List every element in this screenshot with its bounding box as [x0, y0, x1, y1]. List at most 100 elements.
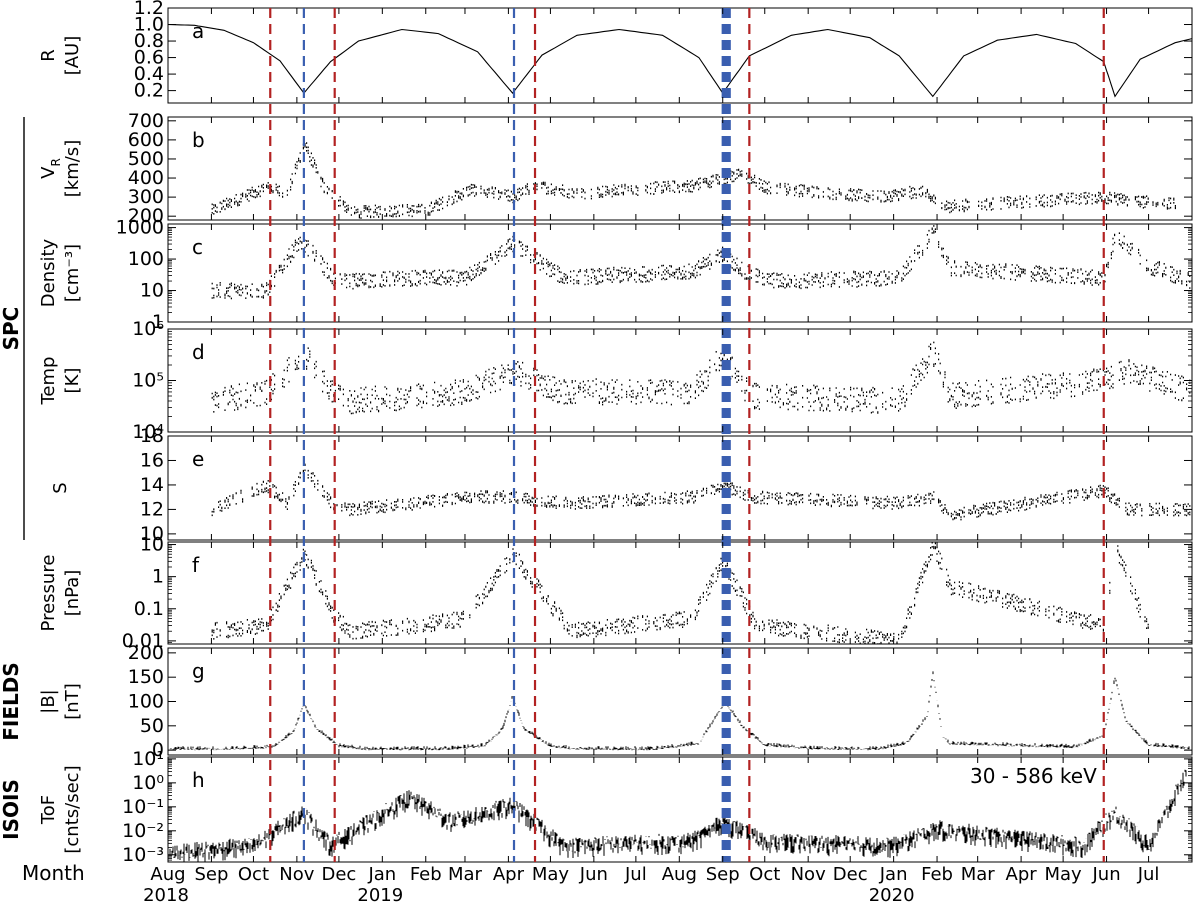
y-axis-label-subscript: R	[49, 158, 63, 166]
y-axis-label: Density	[38, 238, 59, 307]
x-month-label: Apr	[493, 864, 525, 885]
y-tick-label: 0.01	[122, 630, 164, 652]
y-tick-label: 600	[128, 129, 164, 151]
y-tick-label: 0.4	[134, 63, 164, 85]
panel-g-frame	[167, 647, 1193, 756]
y-tick-label: 10⁰	[132, 772, 164, 794]
x-axis-title: Month	[22, 861, 85, 885]
x-month-label: Dec	[321, 864, 356, 885]
panel-c-data	[211, 225, 1191, 300]
panel-f-data	[211, 542, 1149, 644]
panel-c-points	[211, 225, 1191, 300]
panel-c: 1 10 100 1000 Density [cm⁻³] c	[38, 217, 1193, 333]
y-axis-label: S	[50, 482, 71, 493]
y-tick-label: 10	[140, 523, 164, 545]
panel-letter-f: f	[192, 553, 200, 577]
y-tick-label: 150	[128, 666, 164, 688]
y-tick-label: 10⁵	[132, 370, 164, 392]
panel-d-frame	[167, 328, 1193, 433]
y-axis-label: R	[38, 49, 59, 62]
x-month-label: May	[532, 864, 570, 885]
y-axis-label: [nPa]	[62, 570, 83, 617]
panel-g-points	[169, 671, 1190, 751]
panel-letter-b: b	[192, 128, 205, 152]
x-month-label: Jan	[367, 864, 396, 885]
group-label: FIELDS	[0, 662, 23, 741]
y-tick-label: 50	[140, 715, 164, 737]
y-tick-label: 0.2	[134, 80, 164, 102]
x-month-label: Mar	[448, 864, 483, 885]
panel-letter-g: g	[192, 659, 205, 683]
panel-f-points	[211, 542, 1149, 644]
x-year-label: 2020	[869, 885, 915, 906]
panel-g-data	[169, 671, 1190, 751]
panel-d: 10⁴ 10⁵ 10⁶ Temp [K] d	[38, 318, 1193, 443]
y-tick-label: 0.6	[134, 47, 164, 69]
x-year-label: 2019	[357, 885, 403, 906]
y-tick-label: 10	[140, 534, 164, 556]
y-tick-label: 0.8	[134, 30, 164, 52]
y-tick-label: 10⁶	[132, 318, 164, 340]
y-axis-label: [cnts/sec]	[62, 765, 83, 853]
x-month-label: Mar	[961, 864, 996, 885]
panel-a-data	[168, 23, 1192, 98]
y-axis-label: [K]	[62, 368, 83, 394]
x-month-label: Feb	[410, 864, 442, 885]
y-tick-label: 10⁴	[132, 421, 164, 443]
x-month-label: Nov	[279, 864, 314, 885]
x-month-label: Oct	[749, 864, 780, 885]
x-month-label: May	[1045, 864, 1083, 885]
panels: 0.20.40.60.81.01.2R [AU]a2003004005006007…	[38, 0, 1193, 866]
group-label: ISOIS	[0, 779, 23, 840]
y-tick-label: 1.0	[134, 14, 164, 36]
x-month-label: Jun	[1091, 864, 1120, 885]
y-axis-label-main: V	[38, 166, 59, 179]
x-month-label: Apr	[1006, 864, 1038, 885]
x-month-label: Sep	[194, 864, 228, 885]
panel-d-data	[211, 341, 1191, 415]
panel-b-points	[211, 142, 1176, 219]
panel-a-frame	[167, 7, 1193, 104]
y-tick-label: 300	[128, 186, 164, 208]
y-axis-label: Temp	[38, 357, 59, 406]
y-tick-label: 10	[140, 280, 164, 302]
panel-e-frame	[167, 435, 1193, 541]
y-tick-label: 0	[152, 739, 164, 761]
y-tick-label: 10⁻³	[122, 844, 164, 866]
x-axis: Aug Sep Oct Nov Dec Jan Feb Mar Apr May Jun Jul Aug S…	[143, 8, 1159, 906]
panel-b-data	[211, 142, 1176, 219]
y-axis-label: Pressure	[38, 555, 59, 632]
y-tick-label: 0.1	[134, 598, 164, 620]
y-axis-label: [km/s]	[62, 140, 83, 197]
panel-letter-h: h	[192, 768, 205, 792]
x-month-label: Feb	[921, 864, 953, 885]
x-month-label: Jun	[579, 864, 608, 885]
x-month-label: Dec	[833, 864, 868, 885]
x-month-label: Aug	[662, 864, 697, 885]
y-axis-label: [nT]	[62, 683, 83, 719]
heliocentric-distance-curve	[168, 23, 1192, 98]
panel-letter-a: a	[192, 19, 204, 43]
x-month-label: Jul	[1137, 864, 1160, 885]
x-month-label: Jan	[879, 864, 908, 885]
y-tick-label: 10¹	[132, 748, 164, 770]
instrument-groups: SPC FIELDS ISOIS	[0, 117, 25, 840]
panel-f-frame	[167, 541, 1193, 645]
panel-d-points	[211, 341, 1191, 415]
y-tick-label: 500	[128, 148, 164, 170]
panel-letter-d: d	[192, 340, 205, 364]
y-tick-label: 10⁻¹	[122, 796, 164, 818]
y-tick-label: 16	[140, 449, 164, 471]
y-tick-label: 10⁻²	[122, 820, 164, 842]
y-axis-label: [cm⁻³]	[62, 244, 83, 302]
y-tick-label: 1	[152, 566, 164, 588]
y-tick-label: 14	[140, 474, 164, 496]
x-month-label: Aug	[150, 864, 185, 885]
y-axis-label: VR	[38, 158, 63, 179]
y-axis-label: [AU]	[62, 36, 83, 76]
y-axis-label: ToF	[38, 795, 59, 825]
